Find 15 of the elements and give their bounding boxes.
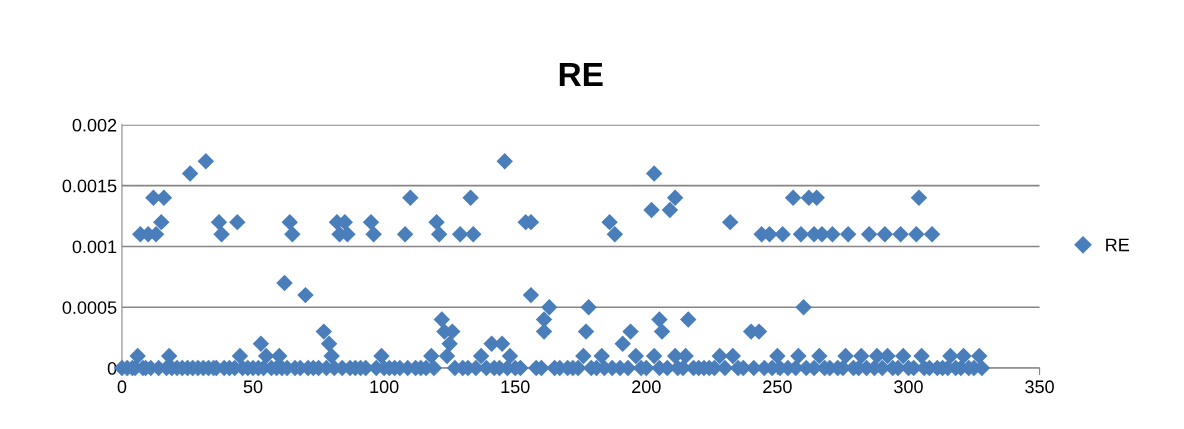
x-tick-label: 150 (501, 380, 530, 394)
y-tick-label: 0.001 (72, 240, 117, 254)
x-tick-label: 50 (243, 380, 263, 394)
y-tick-label: 0.002 (72, 118, 117, 132)
x-tick-label: 200 (632, 380, 661, 394)
y-tick-label: 0.0015 (62, 179, 117, 193)
legend-label: RE (1106, 238, 1130, 252)
x-tick-label: 250 (763, 380, 792, 394)
x-tick-label: 350 (1025, 380, 1054, 394)
chart-title: RE (559, 63, 603, 86)
x-tick-label: 100 (370, 380, 399, 394)
x-tick-label: 0 (117, 380, 127, 394)
x-tick-label: 300 (894, 380, 923, 394)
y-tick-label: 0 (107, 362, 117, 375)
y-tick-label: 0.0005 (62, 301, 117, 314)
